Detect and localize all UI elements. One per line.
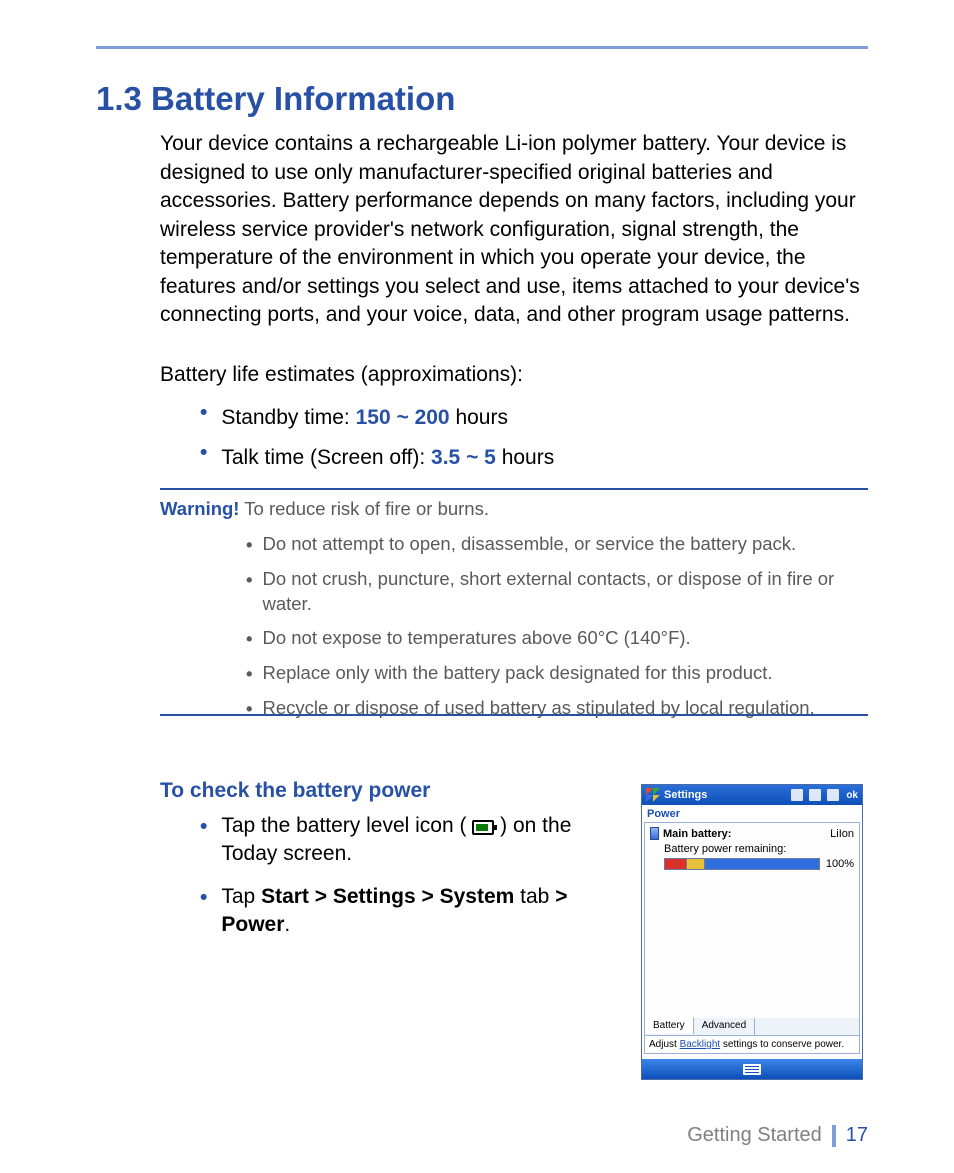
footer-section: Getting Started: [687, 1124, 822, 1147]
warning-list: • Do not attempt to open, disassemble, or…: [246, 532, 868, 731]
bullet-icon: •: [246, 626, 252, 652]
estimates-lead: Battery life estimates (approximations):: [160, 363, 523, 387]
text-value: 3.5 ~ 5: [431, 446, 496, 469]
warning-lead-text: To reduce risk of fire or burns.: [239, 498, 489, 519]
warning-lead: Warning! To reduce risk of fire or burns…: [160, 498, 868, 520]
start-flag-icon[interactable]: [646, 788, 660, 802]
bar-segment-blue: [705, 859, 819, 869]
list-item-text: Do not attempt to open, disassemble, or …: [262, 532, 796, 558]
main-battery-label: Main battery:: [663, 828, 731, 840]
bullet-icon: •: [246, 661, 252, 687]
remaining-label: Battery power remaining:: [664, 843, 854, 855]
list-item: •Do not crush, puncture, short external …: [246, 567, 868, 617]
text-suffix: hours: [496, 446, 554, 469]
bullet-icon: •: [246, 532, 252, 558]
bar-segment-red: [665, 859, 687, 869]
list-item: • Tap the battery level icon ( ) on the …: [200, 812, 620, 869]
battery-small-icon: [650, 827, 659, 840]
text-prefix: Talk time (Screen off):: [221, 446, 431, 469]
text-part: tab: [514, 885, 555, 908]
top-rule: [96, 46, 868, 49]
section-label: Power: [642, 805, 862, 822]
text-value: 150 ~ 200: [356, 406, 450, 429]
signal-icon[interactable]: [809, 789, 821, 801]
subheading-check-power: To check the battery power: [160, 779, 430, 803]
keyboard-icon[interactable]: [743, 1064, 761, 1075]
bullet-icon: •: [200, 883, 207, 940]
list-item-text: Standby time: 150 ~ 200 hours: [221, 398, 508, 438]
list-item: • Talk time (Screen off): 3.5 ~ 5 hours: [200, 438, 868, 478]
list-item-text: Recycle or dispose of used battery as st…: [262, 696, 814, 722]
warning-rule-bottom: [160, 714, 868, 716]
list-item: • Standby time: 150 ~ 200 hours: [200, 398, 868, 438]
text-bold: Start > Settings > System: [261, 885, 514, 908]
battery-percent: 100%: [826, 858, 854, 870]
list-item-text: Replace only with the battery pack desig…: [262, 661, 772, 687]
list-item-text: Talk time (Screen off): 3.5 ~ 5 hours: [221, 438, 554, 478]
window-titlebar: Settings ok: [642, 785, 862, 805]
warning-label: Warning!: [160, 498, 239, 519]
warning-rule-top: [160, 488, 868, 490]
list-item: • Recycle or dispose of used battery as s…: [246, 696, 868, 722]
text-prefix: Standby time:: [221, 406, 355, 429]
list-item: • Tap Start > Settings > System tab > Po…: [200, 883, 620, 940]
text-part: .: [284, 913, 290, 936]
main-battery-row: Main battery: LiIon: [650, 827, 854, 840]
list-item-text: Tap Start > Settings > System tab > Powe…: [221, 883, 620, 940]
window-title: Settings: [664, 789, 707, 801]
battery-bar-row: 100%: [664, 858, 854, 870]
bullet-icon: •: [200, 398, 207, 438]
text-suffix: hours: [450, 406, 508, 429]
list-item-text: Do not expose to temperatures above 60°C…: [262, 626, 690, 652]
bottom-bar: [642, 1059, 862, 1079]
page-footer: Getting Started 17: [687, 1124, 868, 1147]
text-part: Tap the battery level icon (: [221, 814, 472, 837]
battery-bar: [664, 858, 820, 870]
tab-strip: Battery Advanced: [644, 1018, 860, 1036]
text-part: settings to conserve power.: [720, 1039, 844, 1050]
battery-type: LiIon: [830, 828, 854, 840]
volume-icon[interactable]: [827, 789, 839, 801]
list-item: • Replace only with the battery pack desi…: [246, 661, 868, 687]
footer-page-number: 17: [846, 1124, 868, 1147]
intro-paragraph: Your device contains a rechargeable Li-i…: [160, 130, 868, 330]
bar-segment-yellow: [687, 859, 705, 869]
footer-separator: [832, 1125, 836, 1147]
footer-note: Adjust Backlight settings to conserve po…: [644, 1036, 860, 1054]
tab-advanced[interactable]: Advanced: [694, 1018, 755, 1035]
connectivity-icon[interactable]: [791, 789, 803, 801]
bullet-icon: •: [200, 812, 207, 869]
ok-button[interactable]: ok: [846, 790, 858, 801]
bullet-icon: •: [200, 438, 207, 478]
device-screenshot: Settings ok Power Main battery: LiIon Ba…: [641, 784, 863, 1080]
text-part: Adjust: [649, 1039, 680, 1050]
tab-battery[interactable]: Battery: [645, 1017, 694, 1034]
list-item-text: Do not crush, puncture, short external c…: [262, 567, 868, 617]
bullet-icon: •: [246, 567, 252, 617]
check-power-list: • Tap the battery level icon ( ) on the …: [200, 812, 620, 953]
list-item: • Do not attempt to open, disassemble, or…: [246, 532, 868, 558]
list-item-text: Tap the battery level icon ( ) on the To…: [221, 812, 620, 869]
section-heading: 1.3 Battery Information: [96, 80, 455, 118]
estimates-list: • Standby time: 150 ~ 200 hours • Talk t…: [200, 398, 868, 478]
battery-icon: [472, 820, 494, 835]
backlight-link[interactable]: Backlight: [680, 1039, 721, 1050]
bullet-icon: •: [246, 696, 252, 722]
text-part: Tap: [221, 885, 261, 908]
list-item: • Do not expose to temperatures above 60°…: [246, 626, 868, 652]
power-panel: Main battery: LiIon Battery power remain…: [644, 822, 860, 1018]
